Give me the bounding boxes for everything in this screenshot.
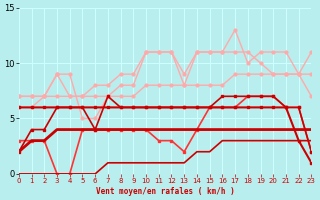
X-axis label: Vent moyen/en rafales ( km/h ): Vent moyen/en rafales ( km/h ): [96, 187, 235, 196]
